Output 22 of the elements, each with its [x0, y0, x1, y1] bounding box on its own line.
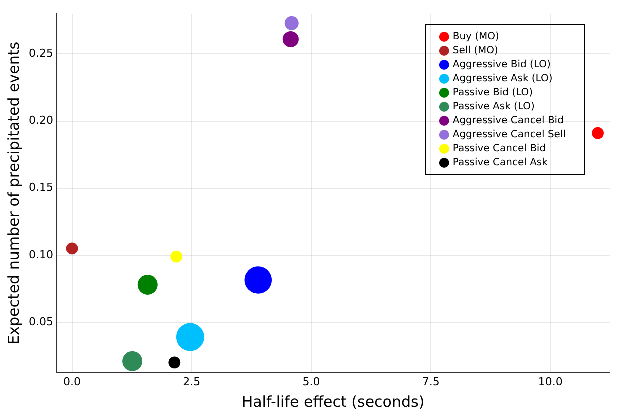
legend-label: Passive Cancel Bid — [452, 144, 546, 155]
x-tick-label: 10.0 — [538, 375, 563, 388]
legend-label: Aggressive Cancel Sell — [452, 130, 566, 141]
y-tick-label: 0.20 — [28, 114, 54, 128]
x-axis-title: Half-life effect (seconds) — [242, 392, 425, 411]
x-tick-label: 2.5 — [183, 375, 201, 388]
legend-label: Aggressive Cancel Bid — [452, 116, 564, 127]
legend-label: Aggressive Bid (LO) — [452, 60, 552, 71]
legend-label: Passive Ask (LO) — [452, 102, 536, 113]
y-tick-label: 0.05 — [28, 315, 54, 328]
y-tick-label: 0.25 — [28, 47, 54, 60]
x-tick-label: 5.0 — [302, 375, 320, 388]
y-tick-label: 0.10 — [28, 248, 54, 262]
y-tick-label: 0.15 — [28, 181, 54, 194]
legend-label: Passive Cancel Ask — [452, 158, 548, 169]
y-axis-title: Expected number of precipitated events — [4, 42, 23, 345]
x-tick-label: 0.0 — [64, 375, 82, 388]
legend-label: Aggressive Ask (LO) — [452, 74, 553, 85]
legend-label: Buy (MO) — [452, 32, 500, 43]
legend-label: Sell (MO) — [452, 46, 498, 57]
legend-label: Passive Bid (LO) — [452, 88, 534, 99]
x-tick-label: 7.5 — [422, 375, 440, 388]
